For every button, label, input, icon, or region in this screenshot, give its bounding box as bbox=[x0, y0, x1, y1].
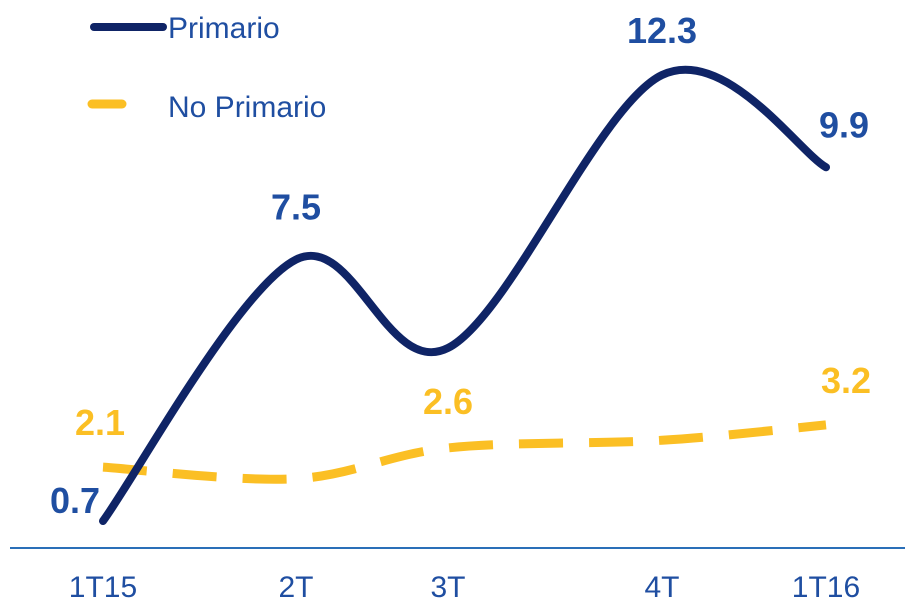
no-primario-line bbox=[102, 420, 827, 484]
x-tick-label: 3T bbox=[430, 571, 465, 604]
series-lines bbox=[99, 65, 830, 525]
legend-label: Primario bbox=[168, 12, 280, 45]
legend-label: No Primario bbox=[168, 91, 326, 124]
no-primario-value-label: 3.2 bbox=[821, 360, 871, 401]
no-primario-value-label: 2.6 bbox=[423, 381, 473, 422]
primario-value-label: 0.7 bbox=[50, 480, 100, 521]
primario-line bbox=[99, 65, 830, 525]
primario-value-label: 9.9 bbox=[819, 104, 869, 145]
x-tick-label: 1T15 bbox=[69, 571, 137, 604]
x-tick-label: 4T bbox=[644, 571, 679, 604]
primario-value-label: 12.3 bbox=[627, 10, 697, 51]
legend: Primario No Primario bbox=[87, 12, 326, 124]
x-axis-ticks: 1T15 2T 3T 4T 1T16 bbox=[69, 571, 860, 604]
no-primario-value-label: 2.1 bbox=[75, 402, 125, 443]
x-tick-label: 1T16 bbox=[792, 571, 860, 604]
data-labels: 2.1 2.6 3.2 0.7 7.5 12.3 9.9 bbox=[50, 10, 871, 521]
x-tick-label: 2T bbox=[278, 571, 313, 604]
primario-value-label: 7.5 bbox=[271, 187, 321, 228]
